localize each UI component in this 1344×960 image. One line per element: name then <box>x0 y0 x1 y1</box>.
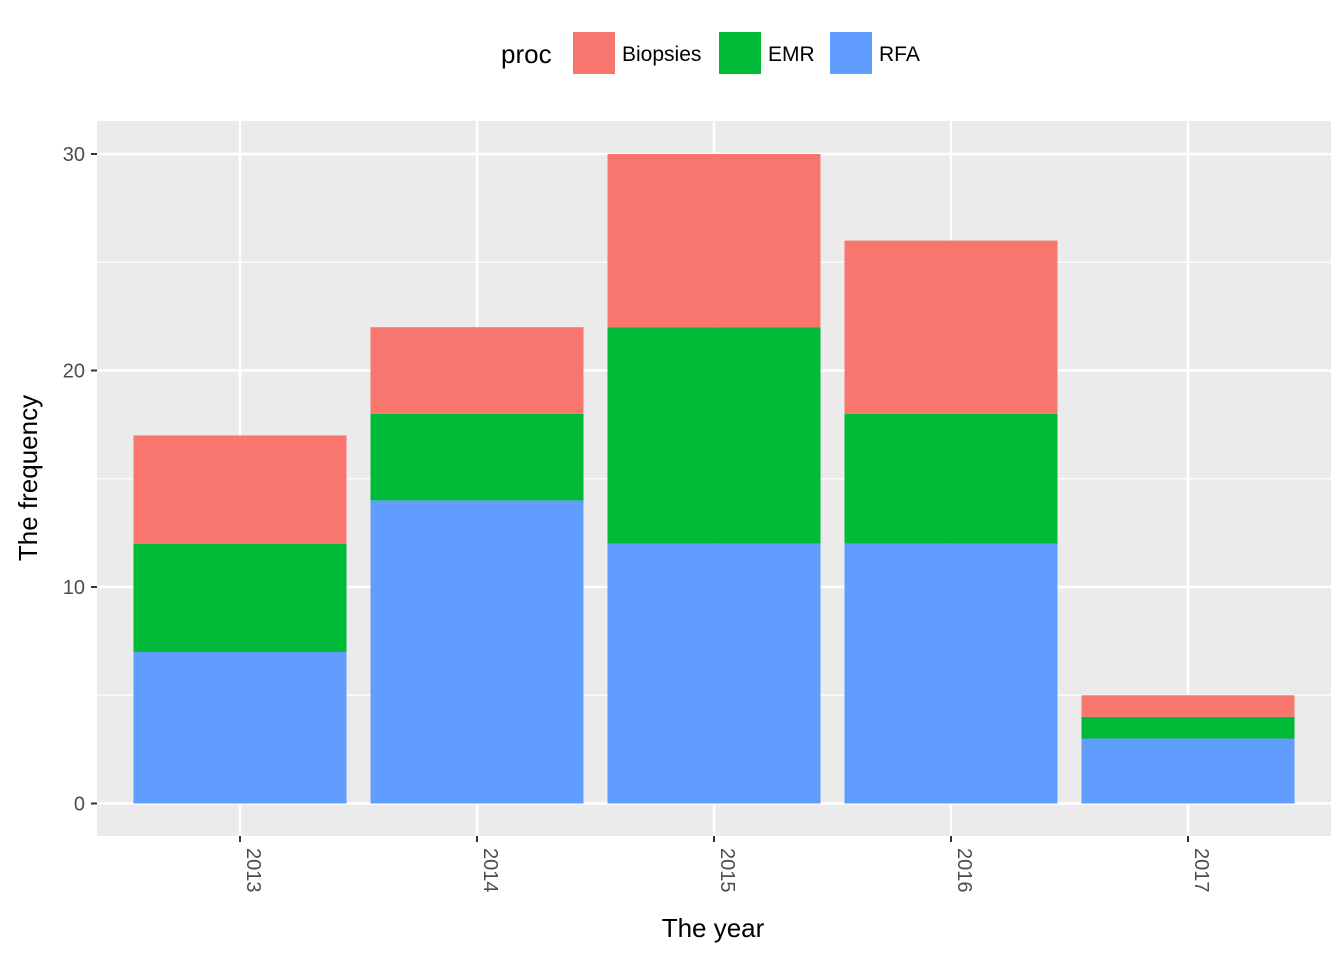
legend: proc Biopsies EMR RFA <box>501 32 920 74</box>
bar-emr-2015 <box>607 327 821 544</box>
bar-biopsies-2015 <box>607 154 821 328</box>
bar-emr-2017 <box>1081 716 1295 739</box>
bar-emr-2016 <box>844 413 1058 544</box>
legend-key-emr <box>719 32 761 74</box>
x-tick-label: 2013 <box>242 848 264 893</box>
bar-biopsies-2014 <box>370 327 584 414</box>
bar-emr-2014 <box>370 413 584 501</box>
x-tick-label: 2015 <box>716 848 738 893</box>
bar-rfa-2015 <box>607 543 821 804</box>
x-axis-title: The year <box>662 913 765 943</box>
y-tick-label: 0 <box>74 794 85 816</box>
legend-key-biopsies <box>573 32 615 74</box>
x-axis: 2013 2014 2015 2016 2017 <box>239 836 1212 893</box>
bar-biopsies-2017 <box>1081 695 1295 717</box>
x-tick-label: 2016 <box>953 848 975 893</box>
x-tick-label: 2014 <box>479 848 501 893</box>
legend-label-biopsies: Biopsies <box>622 43 701 66</box>
x-tick-label: 2017 <box>1190 848 1212 893</box>
bars-layer <box>133 154 1295 804</box>
y-tick-label: 30 <box>63 144 85 166</box>
bar-rfa-2013 <box>133 651 347 804</box>
y-axis: 0 10 20 30 <box>63 144 97 816</box>
y-tick-label: 20 <box>63 361 85 383</box>
y-axis-title: The frequency <box>13 395 43 561</box>
legend-title: proc <box>501 39 552 69</box>
bar-biopsies-2013 <box>133 435 347 544</box>
bar-biopsies-2016 <box>844 240 1058 414</box>
bar-rfa-2016 <box>844 543 1058 804</box>
bar-rfa-2014 <box>370 500 584 804</box>
bar-rfa-2017 <box>1081 738 1295 804</box>
y-tick-label: 10 <box>63 577 85 599</box>
legend-label-emr: EMR <box>768 43 815 66</box>
legend-label-rfa: RFA <box>879 43 920 66</box>
bar-emr-2013 <box>133 543 347 652</box>
legend-key-rfa <box>830 32 872 74</box>
